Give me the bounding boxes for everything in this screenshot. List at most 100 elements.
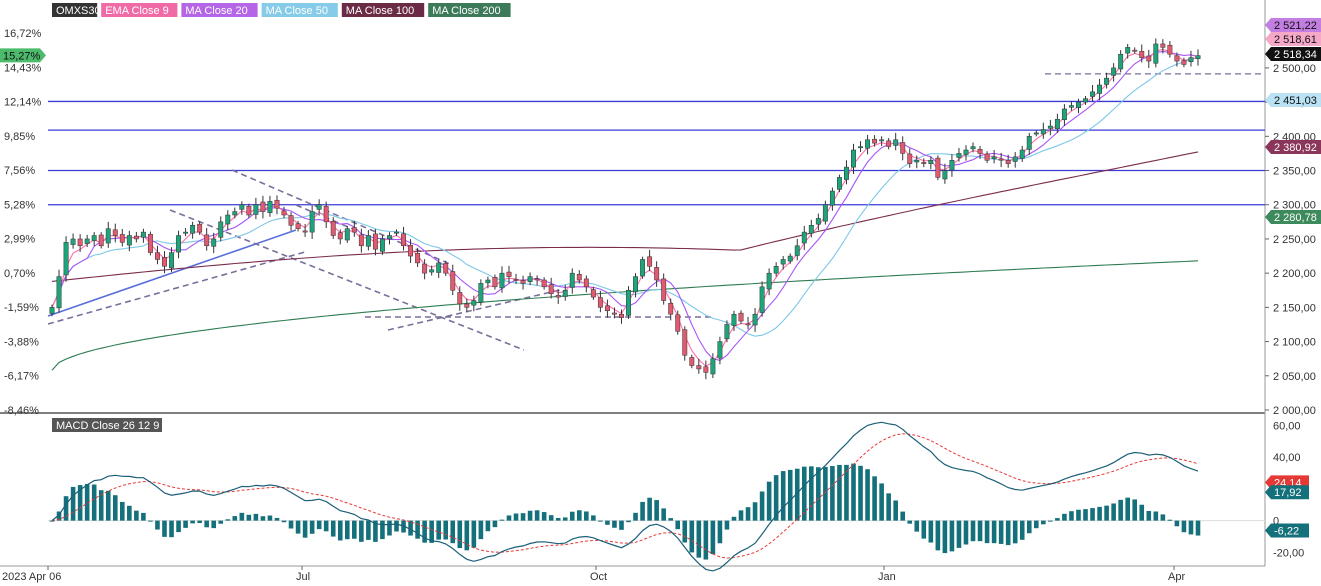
macd-histogram-bar xyxy=(1125,497,1130,521)
candle-body xyxy=(689,357,695,366)
legend-item-label: MA Close 20 xyxy=(185,5,247,17)
candle-body xyxy=(218,221,224,238)
candle-body xyxy=(302,230,308,233)
candle-body xyxy=(91,235,97,241)
candle-body xyxy=(738,312,744,322)
price-badge xyxy=(1265,93,1321,107)
candle-body xyxy=(682,329,688,356)
price-badge-label: 2 451,03 xyxy=(1274,95,1317,107)
candle-body xyxy=(204,234,210,247)
legend-item-bg xyxy=(181,3,258,17)
macd-histogram-bar xyxy=(809,466,814,521)
legend-item-label: MA Close 50 xyxy=(266,5,328,17)
macd-histogram-bar xyxy=(56,511,62,521)
price-tick-label: 2 100,00 xyxy=(1273,337,1316,349)
candle-body xyxy=(1195,55,1201,59)
macd-histogram-bar xyxy=(858,465,863,521)
ma50-line xyxy=(51,56,1199,337)
candle-body xyxy=(126,235,132,246)
macd-histogram-bar xyxy=(562,517,568,521)
x-tick-label: Jan xyxy=(878,571,896,583)
percent-tick-label: -8,46% xyxy=(4,405,39,417)
candle-body xyxy=(56,276,62,309)
macd-histogram-bar xyxy=(738,510,744,521)
candle-body xyxy=(851,149,856,168)
percent-tick-label: 12,14% xyxy=(4,97,42,109)
macd-title: MACD Close 26 12 9 xyxy=(56,420,159,432)
macd-histogram-bar xyxy=(302,520,308,538)
candle-body xyxy=(872,138,878,144)
ma100-line xyxy=(51,151,1199,282)
candle-body xyxy=(183,231,189,234)
macd-histogram-bar xyxy=(970,520,976,542)
candle-body xyxy=(654,267,660,281)
macd-histogram-bar xyxy=(63,496,69,521)
macd-histogram-bar xyxy=(668,518,673,521)
legend-item-bg xyxy=(428,3,511,17)
macd-histogram-bar xyxy=(1111,503,1116,521)
macd-histogram-bar xyxy=(260,516,266,521)
candle-body xyxy=(787,255,793,262)
macd-histogram-bar xyxy=(1062,513,1067,521)
macd-tick-label: 40,00 xyxy=(1273,452,1301,464)
candle-body xyxy=(309,211,315,233)
percent-tick-label: -6,17% xyxy=(4,371,39,383)
macd-histogram-bar xyxy=(1019,520,1025,540)
legend-item-bg xyxy=(341,3,425,17)
candle-body xyxy=(155,252,160,260)
candle-body xyxy=(267,201,273,213)
candle-body xyxy=(239,204,245,210)
percent-badge-label: 15,27% xyxy=(3,50,41,62)
candle-body xyxy=(232,211,238,216)
macd-histogram-bar xyxy=(352,520,357,539)
macd-histogram-bar xyxy=(717,520,723,544)
legend-item-bg xyxy=(261,3,338,17)
macd-title-bg xyxy=(52,418,162,432)
candle-body xyxy=(731,313,737,326)
macd-histogram-bar xyxy=(91,484,97,521)
candle-body xyxy=(745,323,751,326)
macd-histogram-bar xyxy=(555,517,561,521)
macd-histogram-bar xyxy=(499,519,505,521)
macd-histogram-bar xyxy=(98,490,104,521)
macd-histogram-bar xyxy=(844,464,849,521)
macd-histogram-bar xyxy=(485,520,491,532)
candle-body xyxy=(1005,160,1011,164)
price-badge-label: 2 518,61 xyxy=(1274,34,1317,46)
macd-histogram-bar xyxy=(914,520,920,532)
macd-histogram-bar xyxy=(1181,520,1187,533)
candle-body xyxy=(197,223,203,233)
candle-body xyxy=(696,365,702,370)
macd-histogram-bar xyxy=(661,508,666,521)
candles xyxy=(49,38,1201,380)
macd-histogram-bar xyxy=(534,510,540,521)
candle-body xyxy=(225,214,231,225)
candle-body xyxy=(668,303,674,315)
macd-histogram-bar xyxy=(780,471,786,521)
macd-histogram-bar xyxy=(1090,508,1095,521)
macd-histogram-bar xyxy=(886,493,891,521)
macd-histogram-bar xyxy=(211,520,217,529)
macd-histogram-bar xyxy=(225,519,231,521)
macd-histogram-bar xyxy=(429,520,434,543)
candle-body xyxy=(408,244,414,257)
candle-body xyxy=(147,234,153,253)
candle-body xyxy=(1097,84,1103,94)
macd-histogram-bar xyxy=(1005,520,1011,546)
candle-body xyxy=(752,313,758,326)
macd-histogram-bar xyxy=(612,520,617,528)
candle-body xyxy=(119,234,125,243)
macd-histogram-bar xyxy=(605,520,610,525)
percent-tick-label: 9,85% xyxy=(4,131,35,143)
legend-item-label: EMA Close 9 xyxy=(105,5,169,17)
candle-body xyxy=(612,312,617,315)
price-tick-label: 2 050,00 xyxy=(1273,371,1316,383)
macd-histogram-bar xyxy=(935,520,941,551)
percent-tick-label: -1,59% xyxy=(4,302,39,314)
macd-histogram-bar xyxy=(1097,506,1102,521)
macd-histogram-bar xyxy=(900,511,906,521)
legend-item-label: MA Close 200 xyxy=(432,5,500,17)
candle-body xyxy=(794,245,800,256)
price-badge xyxy=(1265,140,1321,154)
